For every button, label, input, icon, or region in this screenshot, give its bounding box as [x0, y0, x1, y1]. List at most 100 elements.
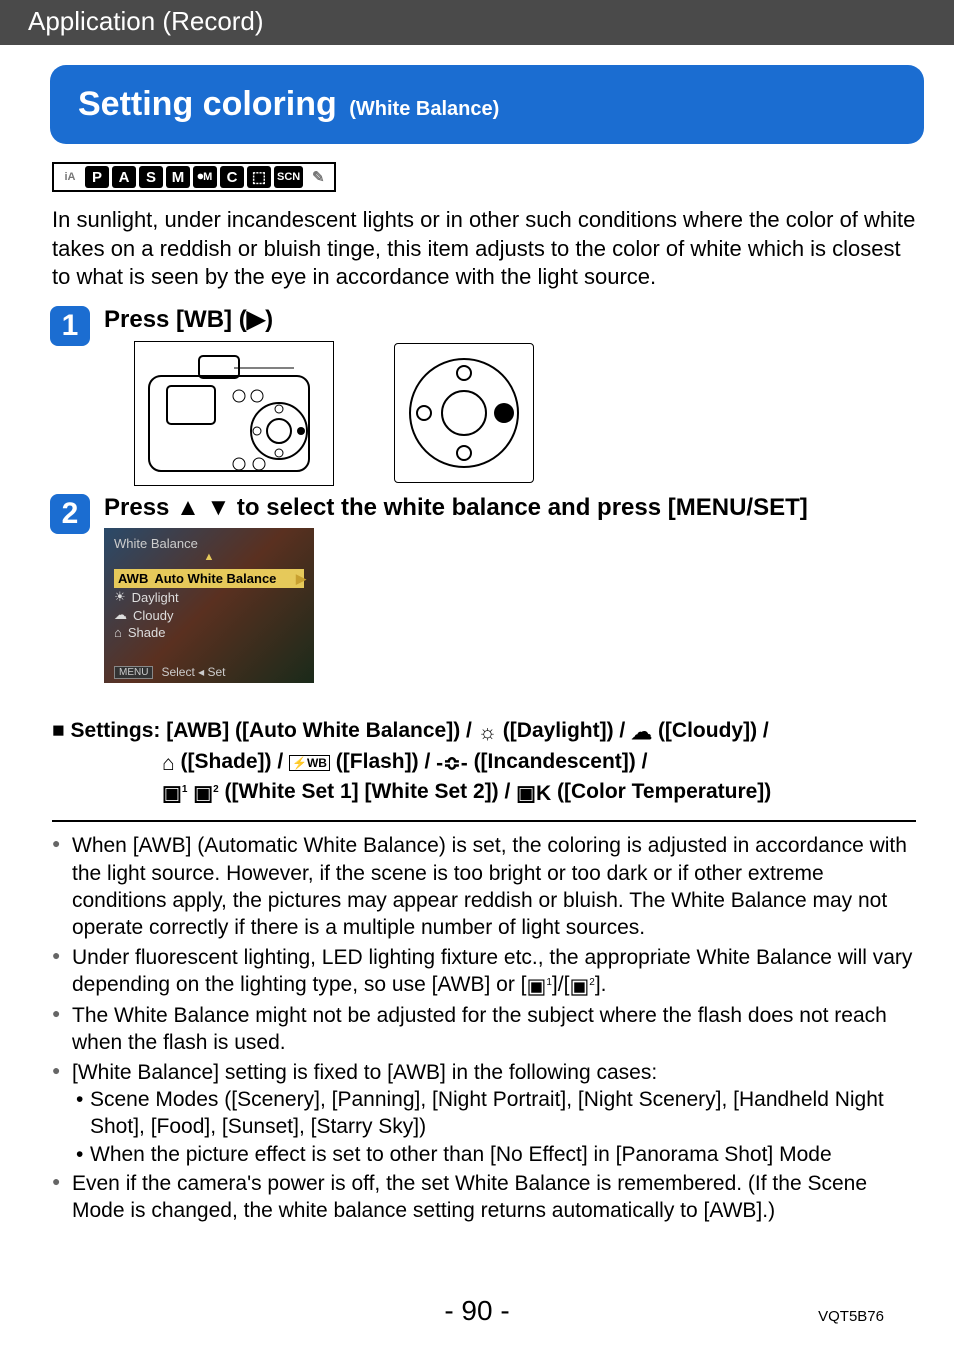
mode-icon: M	[166, 166, 190, 188]
mode-icon: ⬚	[247, 166, 271, 188]
mode-strip: iA P A S M ⏺M C ⬚ SCN ✎	[52, 162, 336, 192]
wb-list: AWB Auto White Balance ▶ ☀ Daylight ☁ Cl…	[114, 569, 304, 641]
settings-line-2: ⌂ ([Shade]) / ⚡WB ([Flash]) / -≎- ([Inca…	[52, 748, 916, 778]
dial-svg	[404, 353, 524, 473]
note-item: The White Balance might not be adjusted …	[52, 1002, 916, 1057]
mode-icon: C	[220, 166, 244, 188]
settings-line-3: ▣1 ▣2 ([White Set 1] [White Set 2]) / ▣K…	[52, 778, 916, 808]
step-2: 2 Press ▲ ▼ to select the white balance …	[50, 494, 916, 684]
section-header: Setting coloring (White Balance)	[50, 65, 924, 144]
sun-icon: ☀	[114, 589, 126, 605]
menu-box-icon: MENU	[114, 666, 153, 679]
settings-l1b: ([Daylight]) /	[497, 719, 631, 742]
wb-item: ☀ Daylight	[114, 588, 304, 606]
step-number: 1	[50, 306, 90, 346]
step1-title-b: )	[265, 306, 273, 333]
wb-item-label: Cloudy	[133, 608, 173, 623]
mode-icon: A	[112, 166, 136, 188]
section-title-sub: (White Balance)	[349, 98, 499, 120]
page: Application (Record) Setting coloring (W…	[0, 0, 954, 1367]
wb-item-selected: AWB Auto White Balance ▶	[114, 569, 304, 588]
note-3: The White Balance might not be adjusted …	[72, 1004, 887, 1054]
settings-line-1: ■ Settings: [AWB] ([Auto White Balance])…	[52, 717, 916, 747]
step1-title-a: Press [WB] (	[104, 306, 247, 333]
step-body: Press ▲ ▼ to select the white balance an…	[104, 494, 916, 684]
settings-l3b: ([Color Temperature])	[551, 780, 771, 803]
sun-icon: ☼	[478, 719, 497, 747]
white-set-1-icon: ▣1	[527, 973, 552, 1000]
wb-item-label: Shade	[128, 625, 166, 640]
settings-l1a: [AWB] ([Auto White Balance]) /	[166, 719, 477, 742]
page-number: - 90 -	[444, 1295, 509, 1327]
settings-l2a: ([Shade]) /	[175, 750, 289, 773]
step-number: 2	[50, 494, 90, 534]
right-arrow-icon: ▶	[247, 306, 265, 333]
shade-icon: ⌂	[162, 750, 175, 778]
shade-icon: ⌂	[114, 625, 122, 640]
wb-item-label: Daylight	[132, 590, 179, 605]
step-body: Press [WB] (▶)	[104, 306, 916, 486]
settings-label: Settings:	[71, 719, 161, 742]
wb-item: ⌂ Shade	[114, 624, 304, 641]
doc-id: VQT5B76	[818, 1308, 884, 1325]
wb-screen-header: White Balance	[114, 536, 304, 551]
bulb-icon: -≎-	[436, 750, 468, 778]
note-item: Under fluorescent lighting, LED lighting…	[52, 944, 916, 1001]
white-set-2-icon: ▣2	[193, 780, 218, 808]
settings-l2b: ([Flash]) /	[330, 750, 436, 773]
note-4-lead: [White Balance] setting is fixed to [AWB…	[72, 1061, 657, 1084]
note-4-s2: When the picture effect is set to other …	[90, 1143, 832, 1166]
note-2b: ]/[	[552, 973, 570, 996]
up-indicator-icon: ▲	[114, 551, 304, 563]
mode-icon: iA	[58, 166, 82, 188]
step2-title-b: to select the white balance and press [M…	[230, 494, 807, 521]
mode-icon: P	[85, 166, 109, 188]
step2-title-a: Press	[104, 494, 176, 521]
wb-screen-footer: MENU Select ◂ Set	[114, 665, 304, 679]
note-item: Even if the camera's power is off, the s…	[52, 1170, 916, 1225]
white-set-1-icon: ▣1	[162, 780, 187, 808]
sub-note-item: Scene Modes ([Scenery], [Panning], [Nigh…	[72, 1086, 916, 1141]
flash-wb-icon: ⚡WB	[289, 755, 330, 771]
sub-note-item: When the picture effect is set to other …	[72, 1141, 916, 1168]
note-4-s1: Scene Modes ([Scenery], [Panning], [Nigh…	[90, 1088, 884, 1138]
selection-arrow-icon: ▶	[296, 571, 306, 587]
section-title-main: Setting coloring	[78, 85, 337, 123]
note-1: When [AWB] (Automatic White Balance) is …	[72, 834, 907, 939]
page-footer: - 90 - VQT5B76	[0, 1295, 954, 1327]
wb-item: ☁ Cloudy	[114, 606, 304, 624]
top-bar: Application (Record)	[0, 0, 954, 45]
up-arrow-icon: ▲	[176, 494, 200, 521]
sub-list: Scene Modes ([Scenery], [Panning], [Nigh…	[72, 1086, 916, 1168]
top-bar-title: Application (Record)	[28, 6, 264, 36]
step-1-title: Press [WB] (▶)	[104, 306, 916, 335]
step-2-title: Press ▲ ▼ to select the white balance an…	[104, 494, 916, 523]
note-5: Even if the camera's power is off, the s…	[72, 1172, 867, 1222]
white-set-2-icon: ▣2	[569, 973, 594, 1000]
note-2c: ].	[595, 973, 607, 996]
step-1-images	[134, 341, 916, 486]
mode-icon: S	[139, 166, 163, 188]
wb-menu-screen: White Balance ▲ AWB Auto White Balance ▶…	[104, 528, 314, 683]
cloud-icon: ☁	[114, 607, 127, 623]
color-temp-icon: ▣K	[516, 780, 551, 808]
intro-text: In sunlight, under incandescent lights o…	[52, 206, 916, 292]
mode-icon: ✎	[306, 166, 330, 188]
mode-icon: ⏺M	[193, 166, 217, 188]
mode-icon: SCN	[274, 166, 303, 188]
notes-box: When [AWB] (Automatic White Balance) is …	[52, 820, 916, 1224]
down-arrow-icon: ▼	[207, 494, 231, 521]
camera-svg	[139, 346, 329, 481]
settings-l1c: ([Cloudy]) /	[652, 719, 769, 742]
cloud-icon: ☁	[631, 719, 652, 747]
settings-l3a: ([White Set 1] [White Set 2]) /	[219, 780, 517, 803]
dial-close-illustration	[394, 343, 534, 483]
wb-awb-text: Auto White Balance	[154, 571, 276, 586]
note-item: When [AWB] (Automatic White Balance) is …	[52, 832, 916, 941]
wb-footer-text: Select ◂ Set	[161, 665, 225, 679]
settings-l2c: ([Incandescent]) /	[468, 750, 648, 773]
step-1: 1 Press [WB] (▶)	[50, 306, 916, 486]
wb-awb-label: AWB	[118, 571, 148, 586]
settings-block: ■ Settings: [AWB] ([Auto White Balance])…	[52, 717, 916, 808]
note-item: [White Balance] setting is fixed to [AWB…	[52, 1059, 916, 1168]
